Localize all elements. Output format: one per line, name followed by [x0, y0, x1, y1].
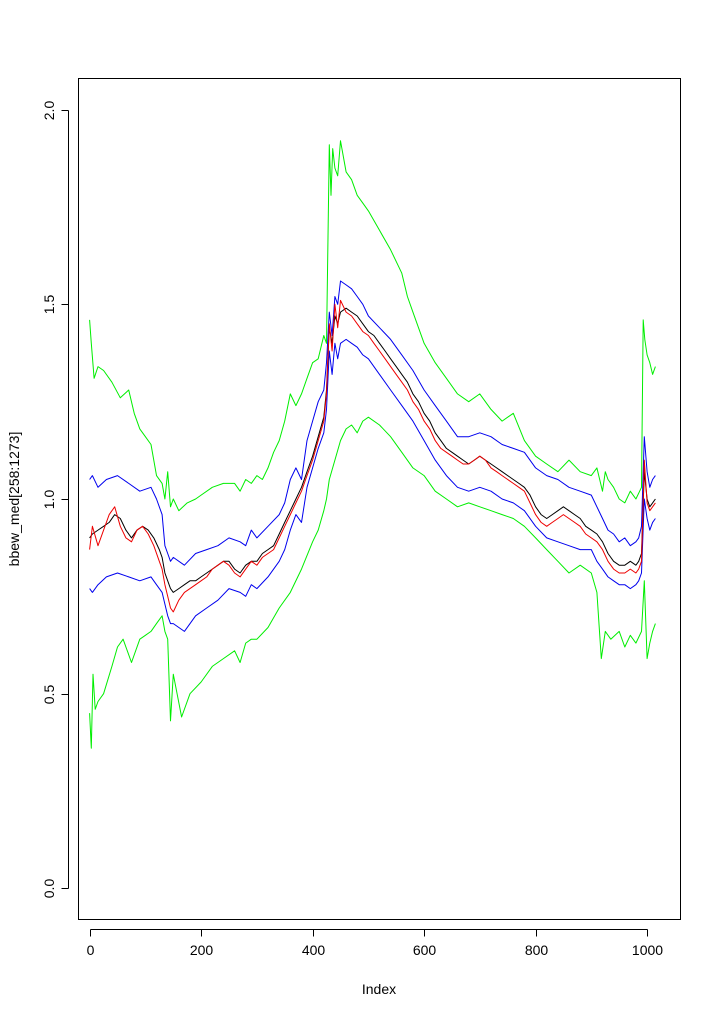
y-tick-label: 1.0: [41, 490, 57, 510]
series-line-4: [89, 338, 656, 632]
x-tick-label: 0: [87, 942, 95, 958]
x-axis: 0 200 400 600 800 1000: [87, 929, 663, 958]
y-axis-title: bbew_med[258:1273]: [6, 432, 22, 567]
x-axis-title: Index: [362, 981, 396, 997]
x-tick-label: 600: [413, 942, 437, 958]
y-tick-label: 1.5: [41, 295, 57, 315]
series-line-6: [89, 299, 656, 613]
plot-frame: [78, 78, 681, 920]
series-line-3: [89, 280, 656, 566]
x-tick-label: 400: [302, 942, 326, 958]
y-axis: 0.0 0.5 1.0 1.5 2.0: [41, 101, 69, 899]
x-tick-label: 800: [525, 942, 549, 958]
y-tick-label: 0.0: [41, 879, 57, 899]
x-tick-label: 1000: [632, 942, 663, 958]
series-line-1: [89, 140, 656, 512]
y-tick-label: 0.5: [41, 685, 57, 705]
y-tick-label: 2.0: [41, 101, 57, 121]
series-line-2: [89, 416, 656, 749]
series-layer: [89, 140, 656, 749]
series-line-5: [89, 307, 656, 593]
x-tick-label: 200: [190, 942, 214, 958]
